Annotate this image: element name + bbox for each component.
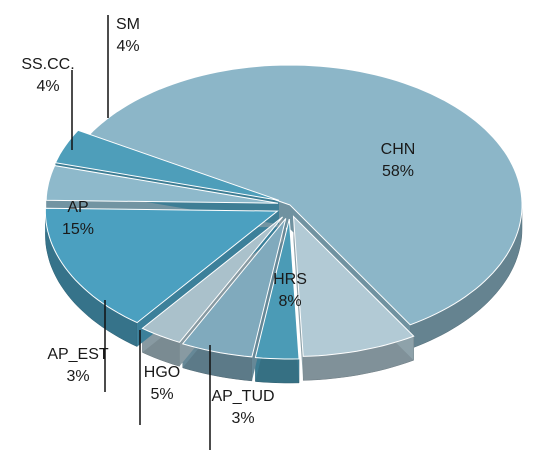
slice-label: SM (116, 16, 140, 33)
slice (254, 218, 300, 360)
slice-value-label: 58% (382, 163, 414, 180)
slice-label: HGO (144, 364, 180, 381)
slice (45, 165, 279, 204)
slice-label: SS.CC. (21, 56, 74, 73)
slice (88, 64, 523, 326)
slice (181, 218, 287, 358)
slice (141, 216, 283, 343)
slice-label: HRS (273, 271, 307, 288)
slice-value-label: 4% (36, 78, 59, 95)
slice-value-label: 15% (62, 221, 94, 238)
slice-value-label: 3% (231, 410, 254, 427)
slice (292, 215, 415, 357)
slice-value-label: 3% (66, 368, 89, 385)
slice-label: AP_TUD (211, 388, 274, 405)
slice-value-label: 4% (116, 38, 139, 55)
slice-side (255, 357, 300, 384)
slice-label: CHN (381, 141, 416, 158)
slice (54, 129, 280, 201)
slice (44, 207, 279, 324)
slice-value-label: 5% (150, 386, 173, 403)
slice-label: AP_EST (47, 346, 109, 363)
slice-value-label: 8% (278, 293, 301, 310)
slice-label: AP (67, 199, 88, 216)
